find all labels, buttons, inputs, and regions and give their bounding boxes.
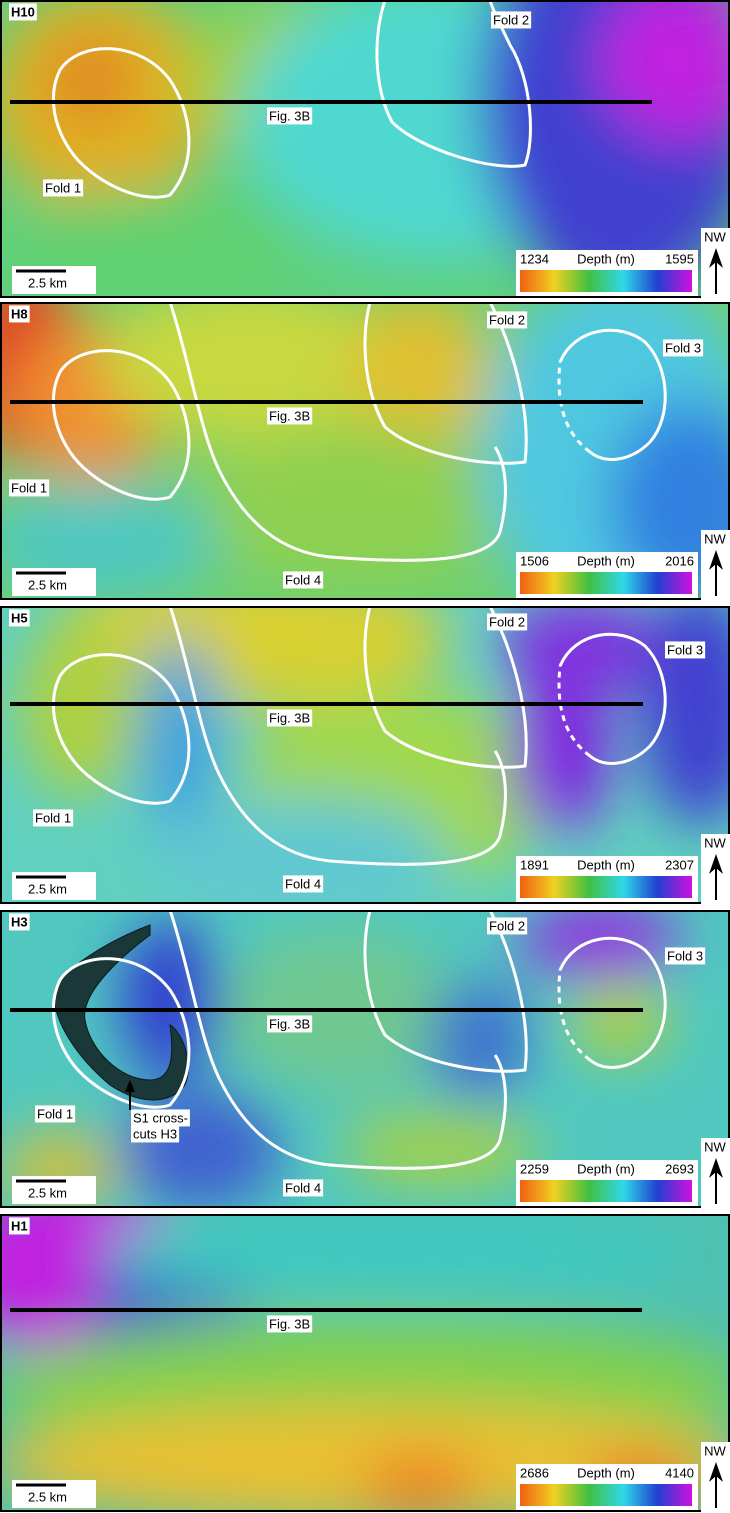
colorbar	[520, 1180, 692, 1202]
legend-title: Depth (m)	[577, 857, 635, 872]
depth-map	[0, 1174, 730, 1513]
legend-max: 2307	[665, 857, 694, 872]
depth-blob	[150, 796, 450, 916]
scale-label: 2.5 km	[28, 577, 67, 592]
north-label: NW	[704, 835, 726, 850]
legend-max: 2693	[665, 1161, 694, 1176]
north-label: NW	[704, 229, 726, 244]
scale-label: 2.5 km	[28, 1489, 67, 1504]
scale-label: 2.5 km	[28, 275, 67, 290]
legend-max: 2016	[665, 553, 694, 568]
fold-label: Fold 2	[493, 12, 529, 27]
horizon-label: H3	[11, 914, 28, 929]
section-label: Fig. 3B	[269, 1316, 310, 1331]
scale-label: 2.5 km	[28, 1185, 67, 1200]
colorbar	[520, 270, 692, 292]
north-label: NW	[704, 1443, 726, 1458]
legend-title: Depth (m)	[577, 1465, 635, 1480]
scale-label: 2.5 km	[28, 881, 67, 896]
legend-min: 2686	[520, 1465, 549, 1480]
horizon-label: H5	[11, 610, 28, 625]
legend-title: Depth (m)	[577, 1161, 635, 1176]
depth-blob	[140, 636, 220, 836]
fold-label: Fold 3	[667, 948, 703, 963]
colorbar	[520, 1484, 692, 1506]
legend-min: 1891	[520, 857, 549, 872]
fold-label: Fold 1	[35, 810, 71, 825]
legend-max: 1595	[665, 251, 694, 266]
horizon-label: H8	[11, 306, 28, 321]
north-label: NW	[704, 1139, 726, 1154]
map-panel: H8 Fig. 3B Fold 1 Fold 2 Fold 3 Fold 4 2.5 km 1…	[0, 262, 730, 632]
fold-label: Fold 2	[489, 312, 525, 327]
depth-blobs	[0, 1174, 730, 1513]
section-label: Fig. 3B	[269, 1016, 310, 1031]
note-label: cuts H3	[133, 1126, 177, 1141]
legend-min: 2259	[520, 1161, 549, 1176]
fold-label: Fold 4	[285, 1180, 321, 1195]
fold-label: Fold 4	[285, 572, 321, 587]
fold-label: Fold 1	[11, 480, 47, 495]
map-panel: H3 Fig. 3B Fold 1 Fold 2 Fold 3 Fold 4 S1 cros…	[0, 900, 730, 1210]
depth-blob	[570, 980, 670, 1060]
fold-label: Fold 1	[37, 1106, 73, 1121]
fold-label: Fold 3	[665, 340, 701, 355]
depth-blob	[360, 1454, 480, 1513]
depth-blob	[430, 980, 530, 1100]
horizon-label: H10	[11, 4, 35, 19]
depth-blob	[100, 1204, 700, 1304]
horizon-label: H1	[11, 1218, 28, 1233]
section-label: Fig. 3B	[269, 408, 310, 423]
fold-label: Fold 3	[667, 642, 703, 657]
legend-title: Depth (m)	[577, 553, 635, 568]
section-label: Fig. 3B	[269, 710, 310, 725]
depth-blob	[500, 596, 660, 696]
legend-min: 1234	[520, 251, 549, 266]
section-label: Fig. 3B	[269, 108, 310, 123]
map-panel: H5 Fig. 3B Fold 1 Fold 2 Fold 3 Fold 4 2.5 km 1…	[0, 566, 730, 916]
colorbar	[520, 572, 692, 594]
fold-label: Fold 1	[45, 180, 81, 195]
legend-max: 4140	[665, 1465, 694, 1480]
north-label: NW	[704, 531, 726, 546]
figure: H10 Fig. 3B Fold 1 Fold 2 2.5 km 1234 Depth (m…	[0, 0, 730, 1513]
colorbar	[520, 876, 692, 898]
fold-label: Fold 4	[285, 876, 321, 891]
note-label: S1 cross-	[133, 1110, 188, 1125]
legend-min: 1506	[520, 553, 549, 568]
fold-label: Fold 2	[489, 918, 525, 933]
map-panel: H10 Fig. 3B Fold 1 Fold 2 2.5 km 1234 Depth (m…	[0, 0, 730, 310]
fold-label: Fold 2	[489, 614, 525, 629]
map-panel: H1 Fig. 3B 2.5 km 2686 Depth (m) 4140 NW	[0, 1174, 730, 1513]
legend-title: Depth (m)	[577, 251, 635, 266]
depth-blob	[340, 1110, 540, 1190]
